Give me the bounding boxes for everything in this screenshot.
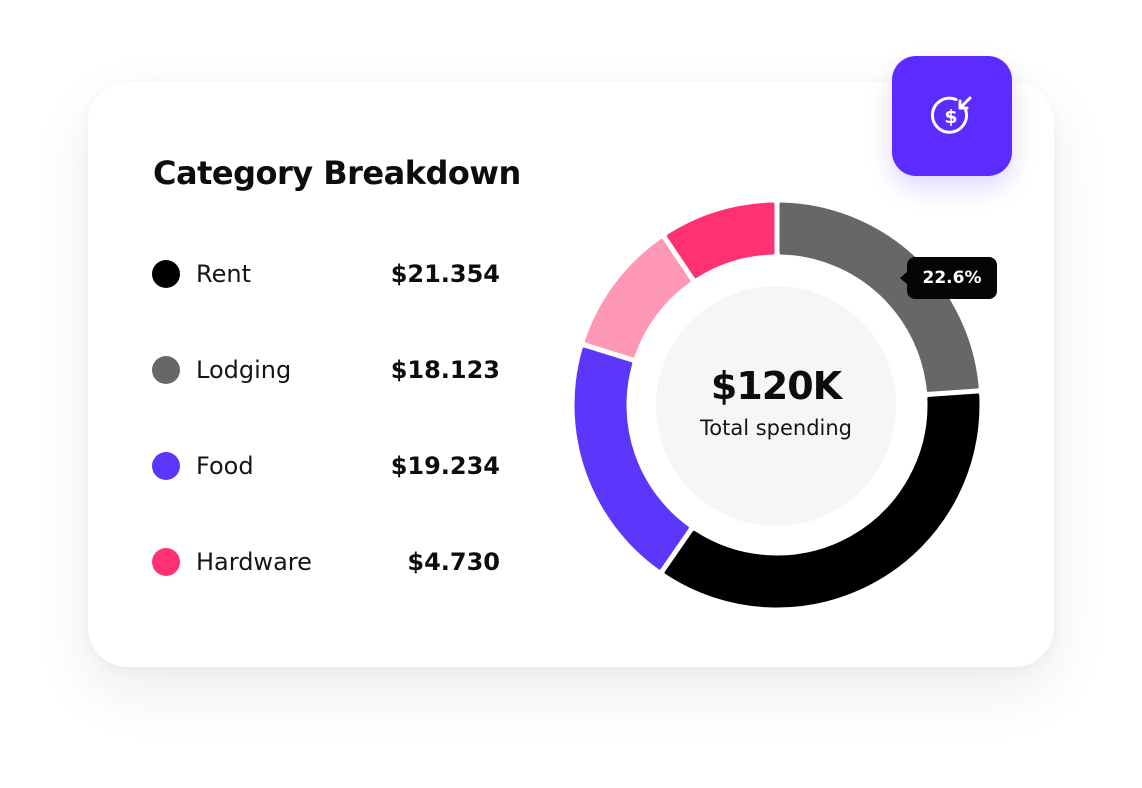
svg-text:$: $ [944, 106, 957, 128]
legend-label-lodging: Lodging [196, 356, 292, 384]
legend-item-rent: Rent $21.354 [152, 254, 500, 294]
card-title: Category Breakdown [153, 154, 521, 192]
legend-value-lodging: $18.123 [390, 356, 500, 384]
legend-label-rent: Rent [196, 260, 251, 288]
donut-slice-hardware[interactable] [666, 202, 775, 279]
legend-dot-hardware [152, 548, 180, 576]
donut-center [656, 286, 896, 526]
legend-dot-rent [152, 260, 180, 288]
dollar-inflow-icon: $ [931, 96, 972, 134]
legend-dot-lodging [152, 356, 180, 384]
dollar-inflow-badge[interactable]: $ [892, 56, 1012, 176]
donut-chart: $120K Total spending [560, 190, 990, 620]
donut-slice-food[interactable] [574, 347, 689, 570]
donut-slice-lodging[interactable] [779, 202, 979, 392]
legend-item-food: Food $19.234 [152, 446, 500, 486]
slice-percent-tooltip: 22.6% [900, 257, 997, 299]
legend-label-hardware: Hardware [196, 548, 312, 576]
legend-item-lodging: Lodging $18.123 [152, 350, 500, 390]
legend-dot-food [152, 452, 180, 480]
donut-chart-svg [574, 202, 980, 608]
total-spending-value: $120K [710, 364, 842, 408]
donut-slice-pink[interactable] [584, 238, 691, 358]
legend-label-food: Food [196, 452, 254, 480]
total-spending-label: Total spending [699, 416, 853, 440]
donut-slice-rent[interactable] [664, 393, 980, 608]
legend-value-food: $19.234 [390, 452, 500, 480]
legend-value-rent: $21.354 [390, 260, 500, 288]
legend-value-hardware: $4.730 [407, 548, 500, 576]
legend-item-hardware: Hardware $4.730 [152, 542, 500, 582]
